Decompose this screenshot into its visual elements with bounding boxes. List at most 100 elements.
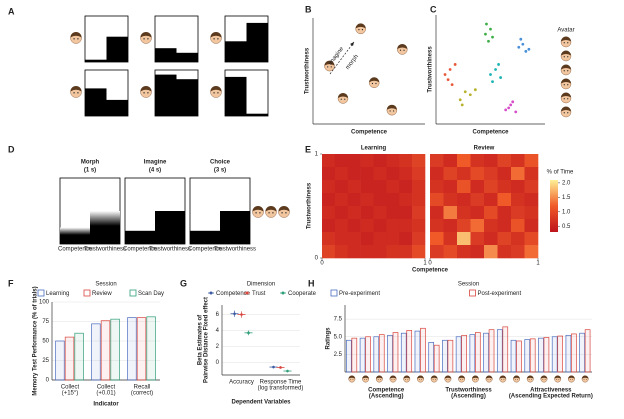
heatmap-cell — [524, 167, 539, 181]
heatmap-cell — [386, 180, 400, 194]
hair — [554, 375, 561, 379]
point — [247, 331, 250, 335]
y-axis-label: Memory Test Performance (% of trials) — [33, 286, 39, 395]
x-tick-label: 1 — [536, 261, 540, 267]
bar — [359, 337, 366, 373]
scatter-point — [507, 106, 511, 110]
bar — [475, 332, 481, 373]
bar — [455, 336, 462, 373]
point — [286, 369, 289, 373]
eye — [361, 29, 364, 31]
eye — [352, 379, 354, 380]
eye — [432, 379, 434, 380]
eye — [377, 379, 379, 380]
heatmap-cell — [360, 167, 374, 181]
eye — [327, 66, 329, 68]
eye — [585, 379, 587, 380]
heatmap-cell — [484, 232, 498, 246]
y-axis-label: Beta Estimates of — [198, 314, 204, 365]
heatmap-cell — [497, 167, 512, 181]
bar — [502, 326, 509, 373]
colorbar — [550, 180, 558, 232]
group-label: Competence — [368, 388, 405, 394]
stimulus-bar — [155, 48, 177, 62]
heatmap-cell — [334, 206, 349, 220]
heatmap-cell — [334, 232, 349, 246]
bar — [365, 336, 371, 373]
heatmap-cell — [443, 180, 458, 194]
heatmap-cell — [497, 232, 512, 246]
heatmap-cell — [373, 180, 387, 194]
eye — [330, 66, 332, 68]
heatmap-cell — [347, 206, 361, 220]
hair — [581, 375, 589, 379]
avatar-icon — [560, 92, 572, 104]
scatter-point — [460, 103, 464, 107]
y-axis-label: Pairwise Distance Fixed effect — [204, 297, 210, 383]
bar — [571, 333, 577, 373]
avatar-icon — [458, 375, 466, 383]
y-tick-label: 0 — [46, 378, 50, 384]
heatmap-cell — [322, 206, 336, 220]
heatmap-cell — [360, 154, 374, 168]
hair — [561, 50, 571, 56]
avatar-icon — [540, 375, 548, 383]
heatmap-cell — [373, 193, 387, 207]
heatmap-cell — [470, 180, 485, 194]
stimulus-bar — [225, 76, 247, 116]
y-tick-label: 2 — [216, 344, 220, 350]
scatter-point — [497, 63, 500, 66]
eye — [434, 379, 436, 380]
scatter-point — [509, 103, 513, 107]
eye — [147, 38, 149, 40]
y-tick-label: 100 — [39, 300, 50, 306]
colorbar-tick-label: 1.0 — [562, 209, 571, 215]
avatar-icon — [560, 50, 572, 62]
bar — [579, 332, 585, 373]
hair — [70, 31, 82, 38]
eye — [403, 49, 405, 51]
heatmap-cell — [457, 245, 471, 259]
eye — [563, 84, 565, 86]
hair — [355, 23, 366, 29]
eye — [73, 38, 75, 40]
heatmap-cell — [347, 232, 361, 246]
scatter-point — [499, 76, 502, 79]
bar — [55, 340, 65, 381]
avatar-icon — [362, 375, 369, 383]
eye — [517, 379, 519, 380]
heatmap-cell — [334, 167, 349, 181]
hair — [561, 92, 571, 98]
legend-title: % of Time — [547, 170, 574, 176]
avatar-icon — [389, 375, 397, 383]
heatmap-cell — [511, 180, 525, 194]
y-tick-label: 7.5 — [334, 317, 343, 323]
x-tick-label: Collect — [61, 385, 80, 391]
avatar-icon — [140, 31, 152, 44]
morph-arrow — [329, 41, 355, 75]
eye — [73, 92, 75, 94]
heatmap-cell — [430, 206, 444, 220]
eye — [572, 379, 573, 380]
eye — [556, 379, 557, 380]
scatter-point — [514, 110, 518, 114]
legend-label: Learning — [46, 291, 69, 297]
heatmap-cell — [470, 154, 485, 168]
heatmap-cell — [399, 154, 413, 168]
bar — [461, 334, 467, 373]
heatmap-cell — [470, 193, 485, 207]
heatmap-cell — [322, 219, 336, 233]
heatmap-cell — [484, 245, 498, 259]
stage-bar — [90, 211, 120, 244]
heatmap-cell — [484, 219, 498, 233]
heatmap-cell — [430, 193, 444, 207]
point — [272, 365, 275, 369]
x-axis-label: Dependent Variables — [231, 400, 291, 406]
heatmap-cell — [511, 154, 525, 168]
legend-title: Session — [95, 282, 116, 288]
bar — [414, 330, 421, 373]
avatar-icon — [560, 106, 572, 118]
heatmap-cell — [412, 167, 426, 181]
heatmap-cell — [347, 180, 361, 194]
heatmap-cell — [470, 167, 485, 181]
